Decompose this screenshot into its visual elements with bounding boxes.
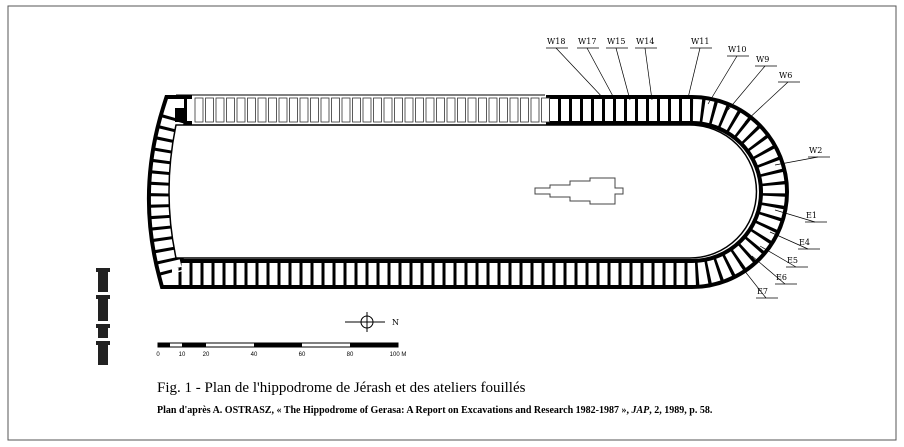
scale-label: 40	[251, 352, 258, 358]
cell	[320, 97, 330, 123]
spina	[534, 177, 624, 205]
elevation-icon	[96, 268, 110, 365]
cell	[341, 97, 351, 123]
scale-label: 100 M	[390, 352, 407, 358]
scale-label: 0	[156, 352, 160, 358]
leader-line	[751, 255, 786, 285]
wall-label: W11	[691, 37, 709, 46]
wall-label: E1	[806, 211, 817, 220]
cell	[194, 97, 204, 123]
cell	[215, 97, 225, 123]
cell	[362, 97, 372, 123]
scale-label: 60	[299, 352, 306, 358]
leader-line	[739, 264, 767, 299]
cell	[415, 97, 424, 123]
caption: Fig. 1 - Plan de l'hippodrome de Jérash …	[157, 380, 526, 396]
cell	[488, 97, 498, 123]
cell	[530, 97, 540, 123]
source: Plan d'après A. OSTRASZ, « The Hippodrom…	[157, 405, 713, 416]
wall-label: W6	[779, 71, 792, 80]
cell	[226, 97, 235, 123]
arena	[168, 124, 758, 259]
cell	[457, 97, 466, 123]
cell	[247, 97, 256, 123]
scale-bar: 0 10 20 40 60 80 100 M	[156, 342, 407, 358]
source-text: Plan d'après A. OSTRASZ, « The Hippodrom…	[157, 405, 631, 416]
wall-label: E4	[799, 238, 810, 247]
leader-line	[644, 47, 653, 101]
source-journal: JAP	[630, 405, 650, 416]
wall-label: E5	[787, 256, 798, 265]
leader-line	[744, 81, 789, 123]
cell	[299, 97, 309, 123]
leader-line	[774, 156, 819, 166]
cell	[310, 97, 319, 123]
compass: N	[345, 312, 399, 332]
cell	[478, 97, 487, 123]
cell	[205, 97, 214, 123]
hippodrome-plan	[146, 94, 789, 289]
cell	[425, 97, 435, 123]
cell	[278, 97, 288, 123]
scale-label: 20	[203, 352, 210, 358]
scale-label: 10	[179, 352, 186, 358]
wall-label: W17	[578, 37, 596, 46]
cell	[236, 97, 246, 123]
wall-label: W15	[607, 37, 625, 46]
cell	[499, 97, 508, 123]
leader-line	[555, 47, 606, 101]
leader-line	[727, 65, 766, 111]
wall-label: W9	[756, 55, 769, 64]
cell	[541, 97, 550, 123]
wall-label: W14	[636, 37, 654, 46]
leader-line	[687, 47, 701, 99]
cell	[257, 97, 267, 123]
wall-label: W18	[547, 37, 565, 46]
cell	[331, 97, 340, 123]
wall-label: W10	[728, 45, 746, 54]
cell	[394, 97, 403, 123]
cell	[509, 97, 519, 123]
source-text: , 2, 1989, p. 58.	[649, 405, 713, 416]
gate	[175, 108, 187, 122]
leader-line	[759, 245, 797, 268]
leader-line	[586, 47, 616, 101]
unexcavated-cells	[194, 97, 550, 123]
cavea-cells	[150, 99, 785, 285]
cell	[446, 97, 456, 123]
cell	[467, 97, 477, 123]
cell	[520, 97, 529, 123]
leader-line	[707, 55, 738, 105]
scale-label: 80	[347, 352, 354, 358]
cell	[373, 97, 382, 123]
leader-line	[774, 209, 816, 223]
cell	[352, 97, 361, 123]
wall-label: W2	[809, 146, 822, 155]
cell	[289, 97, 298, 123]
cell	[268, 97, 277, 123]
cell	[383, 97, 393, 123]
leader-line	[769, 231, 809, 250]
leader-line	[615, 47, 631, 101]
cell	[436, 97, 445, 123]
wall-label: E7	[757, 287, 768, 296]
wall-label: E6	[776, 273, 787, 282]
north-label: N	[392, 318, 399, 327]
cell	[404, 97, 414, 123]
